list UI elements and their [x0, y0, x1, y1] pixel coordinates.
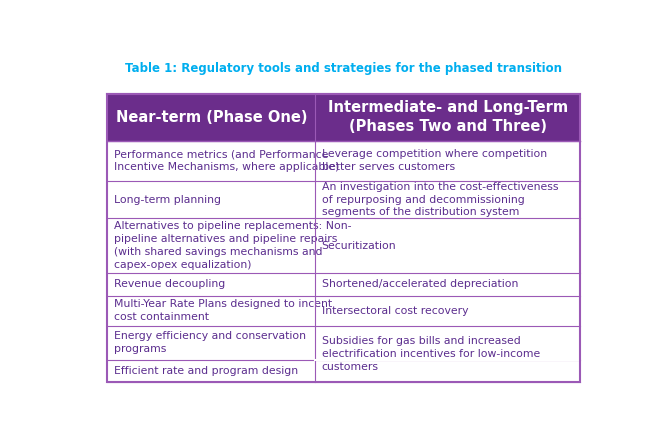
- Text: Revenue decoupling: Revenue decoupling: [113, 279, 225, 289]
- Text: Energy efficiency and conservation
programs: Energy efficiency and conservation progr…: [113, 331, 305, 354]
- Text: Leverage competition where competition
better serves customers: Leverage competition where competition b…: [321, 149, 547, 172]
- Text: Performance metrics (and Performance
Incentive Mechanisms, where applicable): Performance metrics (and Performance Inc…: [113, 149, 339, 172]
- Text: Efficient rate and program design: Efficient rate and program design: [113, 366, 298, 376]
- Text: Securitization: Securitization: [321, 241, 396, 250]
- Text: Shortened/accelerated depreciation: Shortened/accelerated depreciation: [321, 279, 518, 289]
- Text: An investigation into the cost-effectiveness
of repurposing and decommissioning
: An investigation into the cost-effective…: [321, 182, 558, 217]
- Text: Subsidies for gas bills and increased
electrification incentives for low-income
: Subsidies for gas bills and increased el…: [321, 336, 539, 372]
- Text: Intersectoral cost recovery: Intersectoral cost recovery: [321, 306, 468, 316]
- Text: Table 1: Regulatory tools and strategies for the phased transition: Table 1: Regulatory tools and strategies…: [125, 62, 562, 75]
- Bar: [107, 93, 580, 382]
- Text: Near-term (Phase One): Near-term (Phase One): [115, 109, 307, 125]
- Bar: [107, 93, 580, 141]
- Text: Intermediate- and Long-Term
(Phases Two and Three): Intermediate- and Long-Term (Phases Two …: [328, 100, 568, 134]
- Text: Long-term planning: Long-term planning: [113, 194, 221, 205]
- Text: Multi-Year Rate Plans designed to incent
cost containment: Multi-Year Rate Plans designed to incent…: [113, 299, 331, 322]
- Text: Alternatives to pipeline replacements: Non-
pipeline alternatives and pipeline r: Alternatives to pipeline replacements: N…: [113, 221, 351, 270]
